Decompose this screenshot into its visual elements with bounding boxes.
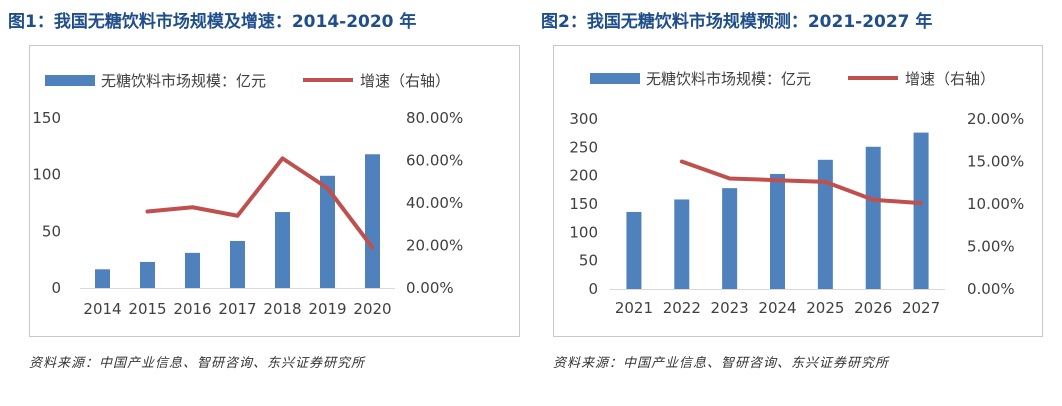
y-left-tick-label: 100 [32, 166, 61, 184]
figure-2-title: 图2：我国无糖饮料市场规模预测：2021-2027 年 [541, 12, 933, 32]
legend-bar-swatch [590, 73, 640, 84]
y-left-tick-label: 300 [569, 110, 598, 128]
y-right-tick-label: 0.00% [406, 279, 454, 297]
figure-1-source: 资料来源：中国产业信息、智研咨询、东兴证券研究所 [29, 356, 366, 371]
y-left-tick-label: 200 [569, 167, 598, 185]
y-right-tick-label: 20.00% [967, 110, 1024, 128]
y-left-tick-label: 0 [588, 280, 598, 298]
bar [770, 173, 785, 289]
y-left-tick-label: 100 [569, 223, 598, 241]
y-right-tick-label: 40.00% [406, 194, 463, 212]
x-tick-label: 2022 [663, 299, 701, 317]
chart-2: 无糖饮料市场规模：亿元 增速（右轴） 0 50 100 150 200 250 300 0.00%… [569, 70, 1024, 317]
y-left-tick-label: 50 [42, 222, 61, 240]
x-tick-label: 2020 [353, 300, 391, 318]
x-tick-label: 2024 [758, 299, 796, 317]
figure-1-title: 图1：我国无糖饮料市场规模及增速：2014-2020 年 [8, 12, 417, 32]
x-tick-label: 2019 [308, 300, 346, 318]
y-right-tick-label: 5.00% [967, 238, 1015, 256]
x-tick-label: 2016 [173, 300, 211, 318]
growth-line [145, 156, 375, 250]
x-tick-label: 2023 [711, 299, 749, 317]
bar [722, 188, 738, 289]
bar [865, 146, 881, 289]
x-tick-label: 2014 [83, 300, 121, 318]
legend-label-bar: 无糖饮料市场规模：亿元 [646, 70, 811, 88]
x-tick-label: 2018 [263, 300, 301, 318]
x-tick-label: 2025 [806, 299, 844, 317]
bar [95, 269, 110, 288]
bar [140, 261, 155, 288]
y-left-tick-label: 150 [32, 109, 61, 127]
bar [185, 252, 200, 288]
bar [320, 175, 335, 288]
y-right-tick-label: 0.00% [967, 280, 1015, 298]
x-tick-label: 2026 [854, 299, 892, 317]
y-right-tick-label: 60.00% [406, 152, 463, 170]
y-right-tick-label: 80.00% [406, 109, 463, 127]
chart-1: 无糖饮料市场规模：亿元 增速（右轴） 0 50 100 150 0.00% 20.00% 40.… [32, 72, 463, 318]
bar [817, 159, 833, 289]
y-right-tick-label: 20.00% [406, 237, 463, 255]
figure-2-source: 资料来源：中国产业信息、智研咨询、东兴证券研究所 [553, 356, 890, 371]
x-tick-label: 2027 [902, 299, 940, 317]
y-right-tick-label: 10.00% [967, 195, 1024, 213]
x-tick-label: 2017 [218, 300, 256, 318]
legend-bar-swatch [45, 75, 95, 86]
growth-line [679, 159, 924, 206]
bar [913, 132, 929, 289]
bar [674, 199, 690, 289]
y-left-tick-label: 150 [569, 195, 598, 213]
bar [365, 154, 380, 288]
legend-label-line: 增速（右轴） [905, 70, 995, 88]
y-left-tick-label: 250 [569, 138, 598, 156]
legend-label-line: 增速（右轴） [360, 72, 450, 90]
bar [275, 212, 290, 288]
y-left-tick-label: 0 [51, 279, 61, 297]
bar [230, 240, 245, 288]
legend-label-bar: 无糖饮料市场规模：亿元 [101, 72, 266, 90]
x-tick-label: 2021 [615, 299, 653, 317]
bar [626, 211, 642, 289]
chart-1-frame: 无糖饮料市场规模：亿元 增速（右轴） 0 50 100 150 0.00% 20.00% 40.… [29, 45, 520, 337]
y-left-tick-label: 50 [579, 252, 598, 270]
chart-2-frame: 无糖饮料市场规模：亿元 增速（右轴） 0 50 100 150 200 250 300 0.00%… [553, 45, 1043, 337]
x-tick-label: 2015 [128, 300, 166, 318]
y-right-tick-label: 15.00% [967, 153, 1024, 171]
